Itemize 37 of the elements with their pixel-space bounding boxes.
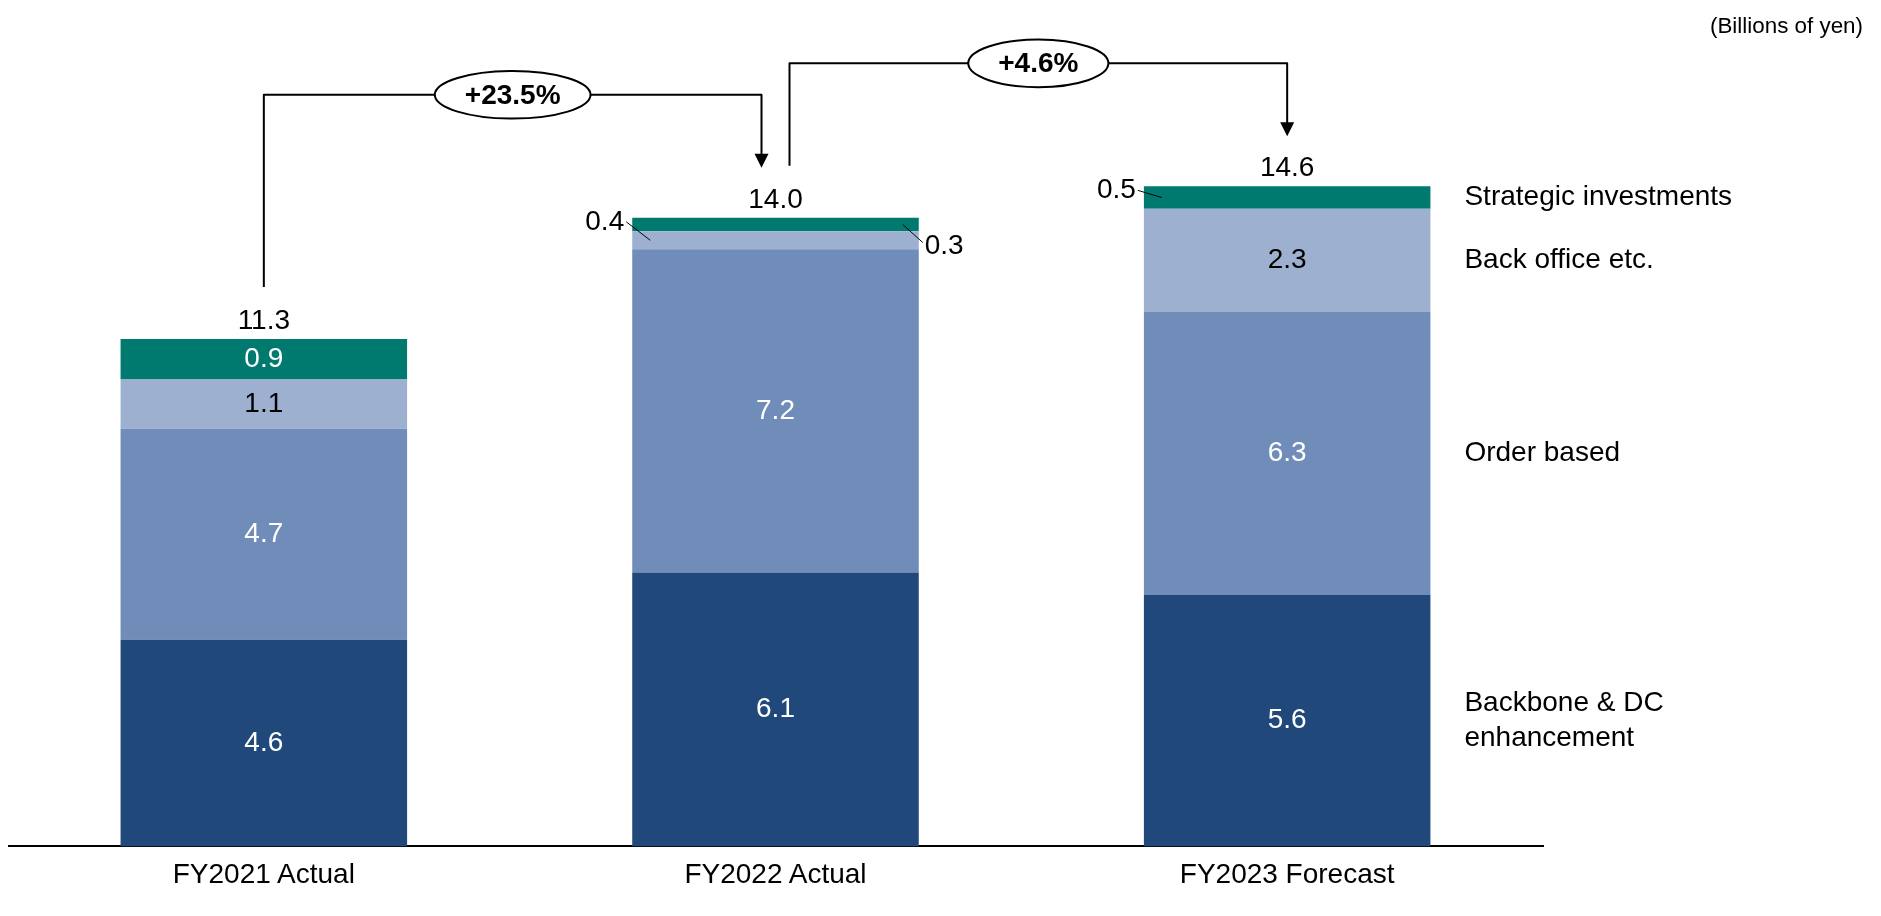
- data-label: 0.4: [585, 204, 625, 236]
- series-label: Back office etc.: [1464, 243, 1654, 275]
- data-label: 6.1: [756, 692, 795, 724]
- bar: [632, 249, 919, 573]
- bar: [632, 231, 919, 250]
- text: +23.5%: [464, 78, 561, 110]
- data-label: 4.7: [244, 517, 284, 549]
- bar: [120, 428, 408, 640]
- data-label: 5.6: [1267, 703, 1307, 735]
- bar: [120, 339, 408, 380]
- bar: [632, 572, 919, 847]
- total-label: 14.6: [1259, 151, 1315, 183]
- data-label: 7.2: [756, 393, 795, 425]
- x-tick-label: FY2021 Actual: [172, 857, 355, 889]
- series-label: Order based: [1464, 436, 1621, 468]
- bar: [1143, 312, 1431, 595]
- bar: [120, 379, 408, 429]
- bar: [1143, 594, 1431, 847]
- text: +4.6%: [998, 47, 1079, 79]
- total-label: 14.0: [748, 182, 803, 214]
- data-label: 1.1: [244, 386, 284, 418]
- data-label: 4.6: [244, 725, 284, 757]
- x-tick-label: FY2023 Forecast: [1179, 857, 1395, 889]
- bar: [120, 639, 408, 847]
- text: (Billions of yen): [1709, 13, 1863, 39]
- bar: [1143, 186, 1431, 209]
- series-label: Backbone & DC enhancement: [1464, 685, 1664, 752]
- data-label: 2.3: [1267, 243, 1307, 275]
- data-label: 0.9: [244, 341, 284, 373]
- bar: [1143, 208, 1431, 313]
- bar: [632, 217, 919, 232]
- data-label: 0.3: [924, 229, 964, 261]
- data-label: 0.5: [1096, 173, 1136, 205]
- data-label: 6.3: [1267, 436, 1307, 468]
- total-label: 11.3: [237, 304, 291, 336]
- series-label: Strategic investments: [1464, 180, 1733, 212]
- x-tick-label: FY2022 Actual: [684, 857, 867, 889]
